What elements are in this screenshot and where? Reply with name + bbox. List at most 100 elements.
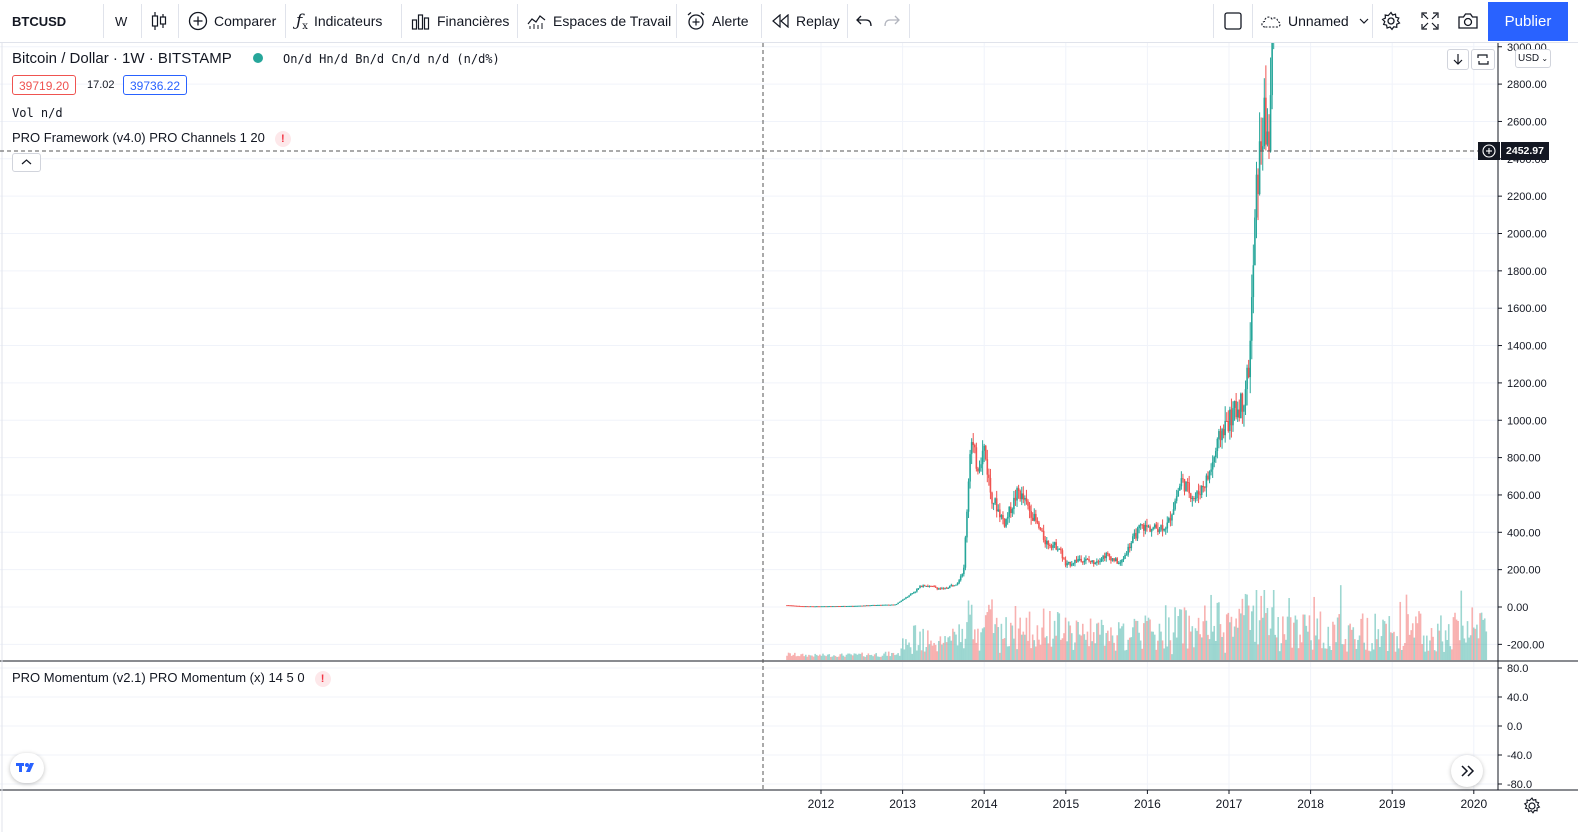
candle-body [1152, 527, 1154, 529]
symbol-search[interactable]: BTCUSD [12, 13, 67, 29]
snapshot-button[interactable] [1457, 0, 1479, 42]
volume-bar [1169, 640, 1172, 660]
layout-name-button[interactable]: Unnamed [1260, 0, 1369, 42]
volume-bar [851, 655, 854, 660]
workspaces-button[interactable]: Espaces de Travail [527, 0, 671, 42]
currency-selector[interactable]: USD ⌄ [1515, 49, 1551, 68]
gear-icon [1523, 797, 1541, 814]
reset-chart-button[interactable] [1471, 49, 1495, 70]
volume-bar [1052, 638, 1054, 660]
volume-bar [964, 638, 967, 660]
chart-type-button[interactable] [150, 0, 174, 42]
price-candles [786, 43, 1275, 608]
candle-body [1229, 409, 1231, 432]
candle-body [817, 606, 820, 608]
candle-body [1108, 553, 1111, 557]
crosshair-plus-button[interactable] [1478, 142, 1500, 160]
candle-body [794, 605, 796, 607]
volume-bar [1139, 640, 1142, 660]
chart-area[interactable]: 3000.002800.002600.002400.002200.002000.… [0, 43, 1578, 832]
candle-body [1107, 553, 1109, 555]
volume-bar [1025, 617, 1028, 660]
volume-bar [1119, 628, 1122, 660]
candle-body [1028, 505, 1031, 511]
volume-bar [956, 645, 959, 660]
candle-body [892, 604, 895, 606]
candle-body [792, 605, 795, 607]
volume-bar [1446, 639, 1448, 660]
volume-bar [909, 647, 912, 660]
warning-icon[interactable]: ! [314, 671, 331, 687]
indicator-legend-channels[interactable]: PRO Framework (v4.0) PRO Channels 1 20! [12, 130, 291, 147]
volume-bar [1221, 636, 1223, 660]
interval-selector[interactable]: W [115, 13, 128, 29]
volume-bar [916, 650, 918, 660]
compare-button[interactable]: Comparer [188, 0, 276, 42]
volume-bar [1332, 621, 1334, 660]
volume-bar [1277, 617, 1279, 660]
candle-body [1194, 498, 1197, 500]
candle-body [1144, 524, 1147, 531]
volume-bar [1355, 648, 1358, 660]
volume-bar [903, 649, 906, 660]
candle-body [1232, 407, 1234, 426]
candle-body [786, 605, 788, 607]
compare-label: Comparer [214, 13, 277, 29]
fullscreen-button[interactable] [1421, 0, 1439, 42]
volume-bar [1268, 635, 1270, 660]
bid-price-button[interactable]: 39719.20 [12, 75, 77, 95]
candle-body [847, 605, 849, 607]
candle-body [1030, 510, 1032, 518]
select-layout-button[interactable] [1224, 0, 1242, 42]
pane-dividers [0, 43, 1578, 832]
candle-body [905, 597, 907, 599]
candle-body [1003, 519, 1006, 527]
indicator-legend-momentum[interactable]: PRO Momentum (v2.1) PRO Momentum (x) 14 … [12, 670, 331, 687]
candle-body [1249, 340, 1252, 378]
candle-body [898, 601, 901, 603]
ask-price-button[interactable]: 39736.22 [123, 75, 188, 95]
volume-bar [1386, 650, 1389, 660]
publish-button[interactable]: Publier [1488, 2, 1568, 41]
volume-bar [858, 653, 860, 660]
volume-bar [1427, 650, 1430, 660]
candle-body [1092, 560, 1095, 564]
volume-bar [1033, 640, 1036, 660]
volume-bar [958, 624, 960, 660]
candle-body [875, 604, 878, 606]
volume-bar [1294, 615, 1297, 660]
tradingview-logo[interactable] [10, 753, 44, 783]
undo-button[interactable] [856, 0, 872, 42]
collapse-legend-button[interactable] [12, 153, 41, 172]
candle-body [1027, 501, 1029, 506]
warning-icon[interactable]: ! [274, 131, 291, 147]
volume-bar [1111, 635, 1114, 660]
scroll-down-button[interactable] [1447, 49, 1469, 70]
rewind-icon [772, 14, 790, 28]
volume-bar [906, 644, 909, 660]
candle-body [944, 587, 946, 589]
volume-bar [823, 655, 826, 660]
replay-button[interactable]: Replay [772, 0, 840, 42]
volume-bar [866, 655, 868, 660]
market-status-dot[interactable] [253, 53, 263, 63]
candle-body [1257, 174, 1259, 195]
candle-body [1143, 524, 1145, 531]
alert-button[interactable]: Alerte [686, 0, 749, 42]
volume-bar [1452, 617, 1455, 660]
settings-button[interactable] [1381, 0, 1401, 42]
redo-button[interactable] [884, 0, 900, 42]
candle-body [991, 492, 993, 504]
volume-bar [898, 655, 901, 660]
chart-canvas[interactable]: 3000.002800.002600.002400.002200.002000.… [0, 43, 1578, 832]
candle-body [869, 605, 871, 607]
scroll-to-realtime-button[interactable] [1451, 755, 1483, 787]
volume-bar [1006, 646, 1009, 660]
volume-bar [1164, 605, 1167, 660]
chart-settings-button[interactable] [1521, 795, 1543, 817]
financials-button[interactable]: Financières [411, 0, 509, 42]
candle-body [850, 605, 852, 607]
volume-bar [1016, 649, 1018, 660]
